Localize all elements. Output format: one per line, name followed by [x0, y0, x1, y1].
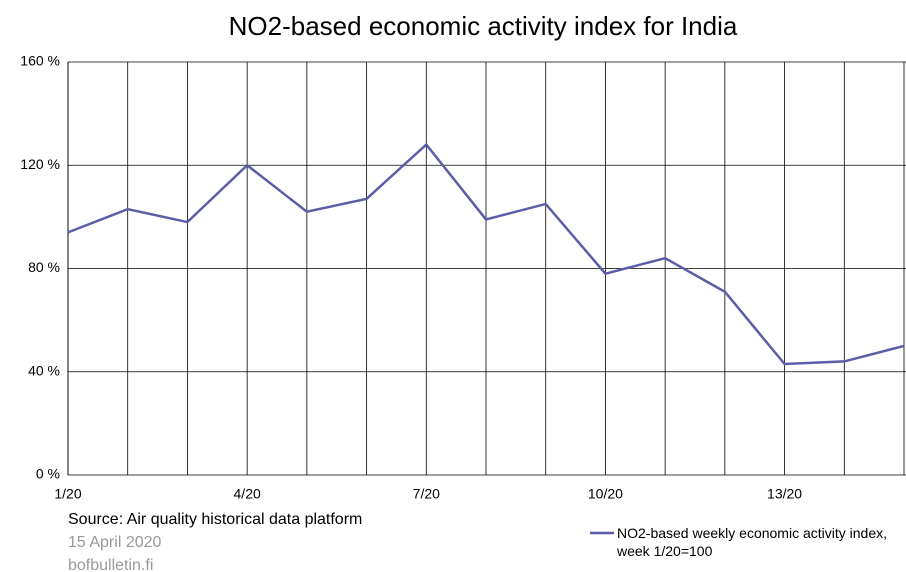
y-tick-label: 0 %: [36, 466, 60, 482]
site: bofbulletin.fi: [68, 557, 153, 572]
line: [67, 142, 905, 366]
y-tick-label: 40 %: [28, 362, 60, 378]
source: Source: Air quality historical data plat…: [68, 511, 362, 528]
legend-label: NO2-based weekly economic activity index…: [617, 525, 888, 559]
x-tick-label: 10/20: [588, 486, 623, 502]
y-tick-label: 120 %: [20, 156, 60, 172]
date: 15 April 2020: [68, 534, 162, 551]
x-tick-label: 7/20: [413, 486, 440, 502]
x-tick-label: 13/20: [767, 486, 802, 502]
y-tick-label: 160 %: [20, 53, 60, 69]
chart-title: NO2-based economic activity index for In…: [229, 11, 738, 41]
y-tick-label: 80 %: [28, 259, 60, 275]
x-tick-label: 4/20: [234, 486, 261, 502]
x-tick-label: 1/20: [54, 486, 81, 502]
